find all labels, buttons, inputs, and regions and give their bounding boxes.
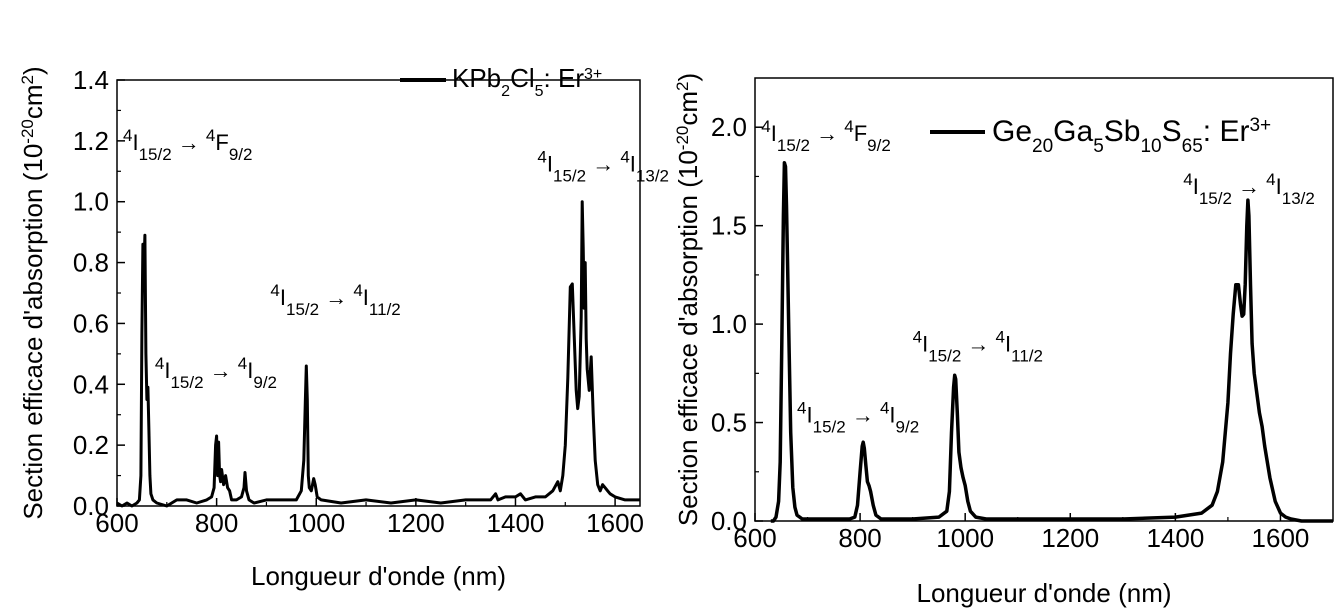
y-tick-label: 0.8: [73, 248, 109, 278]
y-tick-label: 2.0: [711, 112, 747, 142]
x-tick-label: 1200: [387, 508, 445, 538]
plot-frame: [754, 77, 1334, 522]
transition-annotation: 4I15/2 → 4F9/2: [123, 125, 252, 163]
y-tick-label: 1.0: [73, 187, 109, 217]
x-tick-label: 800: [838, 523, 881, 553]
transition-annotation: 4I15/2 → 4F9/2: [761, 117, 890, 155]
x-tick-label: 1600: [1252, 523, 1310, 553]
transition-annotation: 4I15/2 → 4I9/2: [797, 398, 919, 436]
x-tick-label: 1600: [586, 508, 644, 538]
x-tick-label: 1200: [1041, 523, 1099, 553]
y-tick-label: 0.2: [73, 430, 109, 460]
transition-annotation: 4I15/2 → 4I9/2: [155, 354, 277, 392]
y-axis-label: Section efficace d'absorption (10-20cm2): [673, 73, 704, 526]
y-tick-label: 0.4: [73, 369, 109, 399]
legend-label: Ge20Ga5Sb10S65: Er3+: [992, 115, 1271, 157]
x-tick-label: 600: [733, 523, 776, 553]
y-tick-label: 0.0: [711, 506, 747, 536]
transition-annotation: 4I15/2 → 4I11/2: [913, 327, 1043, 365]
x-tick-label: 1000: [287, 508, 345, 538]
x-tick-label: 1400: [1146, 523, 1204, 553]
y-tick-label: 1.2: [73, 126, 109, 156]
x-tick-label: 1000: [936, 523, 994, 553]
x-tick-label: 600: [95, 508, 138, 538]
x-tick-label: 800: [195, 508, 238, 538]
right-chart-gegasbs: 600 800 1000 1200 1400 1600 0.0 0.5 1.0 1.5 2.0 Lon…: [673, 73, 1334, 608]
series-line-0: [116, 200, 640, 508]
x-axis-label: Longueur d'onde (nm): [251, 561, 506, 591]
x-tick-label: 1400: [487, 508, 545, 538]
x-axis-label: Longueur d'onde (nm): [916, 578, 1171, 608]
y-tick-label: 1.4: [73, 65, 109, 95]
left-chart-kpb2cl5: 600 800 1000 1200 1400 1600 0.0 0.2 0.4 0.6 0.8 1.0…: [18, 63, 670, 591]
y-tick-label: 0.5: [711, 408, 747, 438]
y-tick-label: 0.0: [73, 491, 109, 521]
series-line-0: [770, 160, 1333, 523]
y-tick-label: 1.0: [711, 309, 747, 339]
transition-annotation: 4I15/2 → 4I11/2: [270, 281, 400, 319]
legend-label: KPb2Cl5: Er3+: [452, 63, 602, 100]
transition-annotation: 4I15/2 → 4I13/2: [537, 147, 669, 185]
transition-annotation: 4I15/2 → 4I13/2: [1183, 170, 1315, 208]
y-tick-label: 1.5: [711, 211, 747, 241]
y-tick-label: 0.6: [73, 308, 109, 338]
y-axis-label: Section efficace d'absorption (10-20cm2): [18, 66, 49, 519]
